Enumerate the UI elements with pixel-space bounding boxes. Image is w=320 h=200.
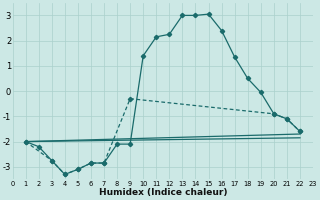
X-axis label: Humidex (Indice chaleur): Humidex (Indice chaleur)	[99, 188, 227, 197]
